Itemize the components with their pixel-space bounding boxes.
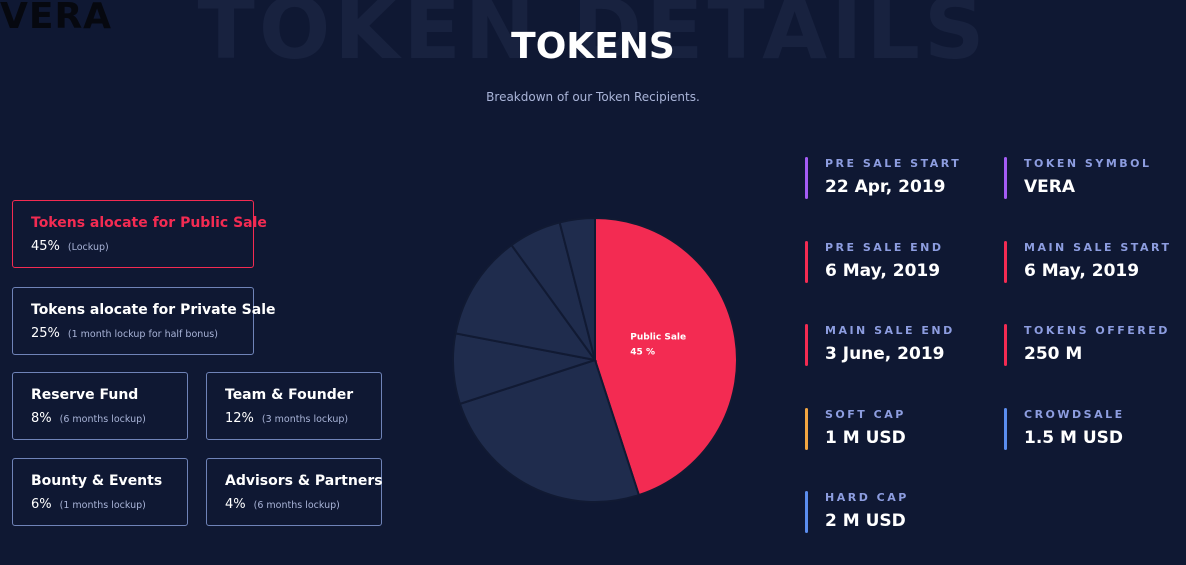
accent-bar [805, 491, 808, 533]
detail-label: HARD CAP [825, 491, 909, 504]
logo[interactable]: VERA [0, 0, 113, 37]
accent-bar [805, 324, 808, 366]
accent-bar [805, 407, 808, 450]
detail-label: MAIN SALE END [825, 324, 955, 337]
allocation-percent: 6% (1 months lockup) [31, 497, 146, 512]
allocation-name: Tokens alocate for Private Sale [31, 302, 276, 318]
detail-value: 6 May, 2019 [825, 260, 941, 281]
pie-slice [458, 358, 641, 503]
subtitle: Breakdown of our Token Recipients. [486, 90, 700, 104]
accent-bar [805, 240, 808, 283]
slice-value: 45 % [630, 348, 655, 358]
accent-bar [1004, 324, 1007, 366]
allocation-card[interactable]: Advisors & Partners 4% (6 months lockup) [206, 458, 383, 526]
detail-label: CROWDSALE [1024, 407, 1125, 421]
detail-label: SOFT CAP [825, 407, 906, 421]
note: (1 months lockup) [59, 500, 146, 511]
allocation-name: Reserve Fund [31, 387, 139, 403]
detail-value: 250 M [1024, 344, 1083, 364]
detail-value: 3 June, 2019 [825, 344, 945, 364]
detail-value: 6 May, 2019 [1024, 260, 1140, 281]
percent: 45% [31, 239, 60, 254]
detail: HARD CAP 2 M USD [805, 491, 975, 535]
allocation-name: Bounty & Events [31, 473, 163, 489]
background-title: TOKEN DETAILS [197, 0, 989, 78]
allocation-percent: 4% (6 months lockup) [225, 497, 340, 512]
detail-value: 2 M USD [825, 511, 906, 531]
allocation-percent: 12% (3 months lockup) [225, 411, 348, 426]
detail: CROWDSALE 1.5 M USD [1004, 407, 1174, 452]
allocation-card[interactable]: Tokens alocate for Public Sale 45% (Lockup… [12, 200, 267, 268]
detail-label: PRE SALE START [825, 157, 962, 170]
detail-label: TOKEN SYMBOL [1024, 157, 1152, 170]
detail: TOKEN SYMBOL VERA [1004, 157, 1174, 201]
title: TOKENS [511, 26, 675, 67]
detail: PRE SALE START 22 Apr, 2019 [805, 157, 975, 201]
detail: PRE SALE END 6 May, 2019 [805, 240, 975, 285]
percent: 25% [31, 326, 60, 341]
percent: 8% [31, 411, 52, 426]
detail-label: TOKENS OFFERED [1024, 324, 1170, 337]
allocation-card[interactable]: Bounty & Events 6% (1 months lockup) [12, 458, 188, 526]
allocation-name: Advisors & Partners [225, 473, 383, 489]
detail-value: 1.5 M USD [1024, 427, 1124, 448]
detail-value: 1 M USD [825, 427, 906, 448]
note: (6 months lockup) [59, 414, 146, 425]
pie-slice [594, 216, 738, 497]
accent-bar [1004, 157, 1007, 199]
detail: MAIN SALE START 6 May, 2019 [1004, 240, 1174, 285]
allocation-name: Tokens alocate for Public Sale [31, 215, 267, 231]
allocation-card[interactable]: Tokens alocate for Private Sale 25% (1 mon… [12, 287, 276, 355]
note: (6 months lockup) [253, 500, 340, 511]
percent: 12% [225, 411, 254, 426]
pie-slice [454, 243, 598, 362]
detail: SOFT CAP 1 M USD [805, 407, 975, 452]
percent: 4% [225, 497, 246, 512]
allocation-name: Team & Founder [225, 387, 354, 403]
allocation-card[interactable]: Team & Founder 12% (3 months lockup) [206, 372, 382, 440]
accent-bar [1004, 407, 1007, 450]
detail-label: PRE SALE END [825, 240, 944, 254]
allocation-card[interactable]: Reserve Fund 8% (6 months lockup) [12, 372, 188, 440]
allocation-percent: 8% (6 months lockup) [31, 411, 146, 426]
allocation-percent: 45% (Lockup) [31, 239, 109, 254]
pie-slice [558, 216, 596, 361]
accent-bar [1004, 240, 1007, 283]
detail: MAIN SALE END 3 June, 2019 [805, 324, 975, 368]
detail: TOKENS OFFERED 250 M [1004, 324, 1174, 368]
note: (Lockup) [67, 242, 109, 253]
detail-value: 22 Apr, 2019 [825, 177, 946, 197]
detail-label: MAIN SALE START [1024, 240, 1172, 254]
accent-bar [805, 157, 808, 199]
allocation-percent: 25% (1 month lockup for half bonus) [31, 326, 218, 341]
slice-label: Public Sale [630, 333, 686, 343]
note: (1 month lockup for half bonus) [67, 329, 218, 340]
note: (3 months lockup) [261, 414, 349, 425]
detail-value: VERA [1024, 177, 1076, 197]
percent: 6% [31, 497, 52, 512]
